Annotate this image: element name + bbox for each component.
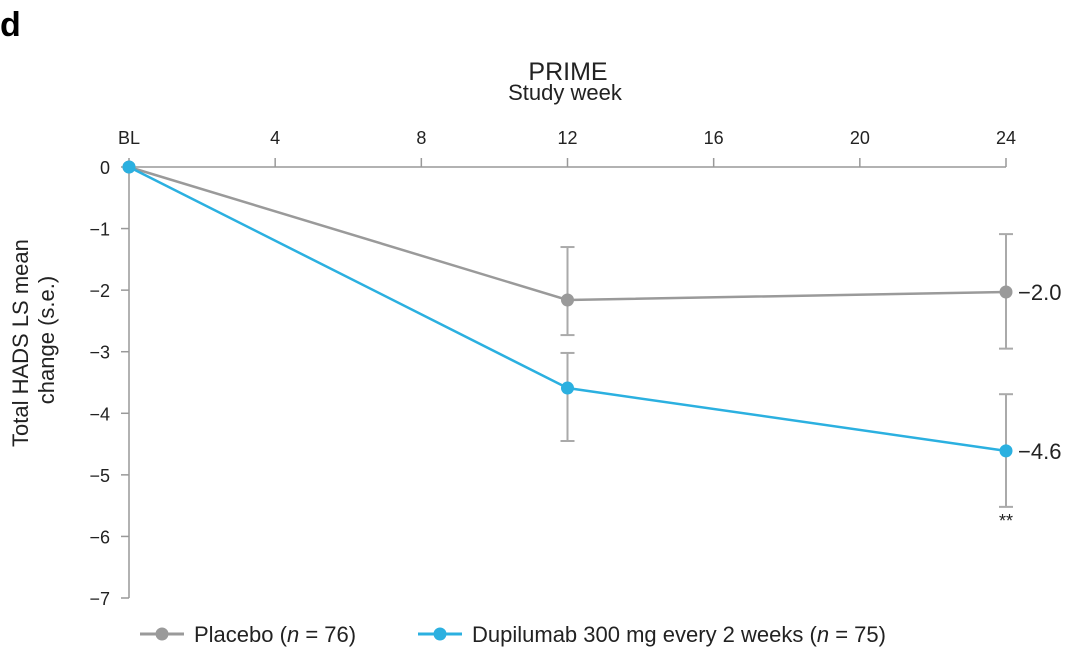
x-tick-label: 12 bbox=[557, 128, 577, 148]
y-axis-label: Total HADS LS mean change (s.e.) bbox=[8, 233, 59, 447]
chart-title: PRIME bbox=[528, 58, 607, 86]
legend-n-value: = 76) bbox=[299, 622, 356, 647]
data-point bbox=[999, 444, 1013, 458]
data-point bbox=[999, 285, 1013, 299]
y-tick-label: −4 bbox=[89, 404, 110, 424]
end-value-label: −2.0 bbox=[1018, 280, 1061, 305]
legend-n-value: = 75) bbox=[829, 622, 886, 647]
y-tick-label: −6 bbox=[89, 527, 110, 547]
legend-item-dupilumab: Dupilumab 300 mg every 2 weeks (n = 75) bbox=[418, 622, 886, 647]
legend-text: Placebo ( bbox=[194, 622, 288, 647]
legend-n: n bbox=[817, 622, 829, 647]
x-axis-label: Study week bbox=[508, 80, 623, 105]
y-axis-label-line2: change (s.e.) bbox=[34, 276, 59, 404]
legend-label: Placebo (n = 76) bbox=[194, 622, 356, 647]
data-point bbox=[561, 293, 574, 307]
legend-text: Dupilumab 300 mg every 2 weeks ( bbox=[472, 622, 817, 647]
x-tick-label: 20 bbox=[850, 128, 870, 148]
series-dupilumab: −4.6 bbox=[122, 160, 1061, 508]
legend-n: n bbox=[287, 622, 299, 647]
y-tick-label: 0 bbox=[100, 158, 110, 178]
y-tick-label: −7 bbox=[89, 589, 110, 609]
panel-label: d bbox=[0, 6, 21, 44]
legend-marker bbox=[155, 627, 169, 641]
y-tick-label: −1 bbox=[89, 220, 110, 240]
x-tick-label: 24 bbox=[996, 128, 1016, 148]
significance-annotation: ** bbox=[999, 511, 1013, 531]
legend-marker bbox=[433, 627, 447, 641]
x-tick-label: 8 bbox=[416, 128, 426, 148]
series-placebo: −2.0 bbox=[122, 160, 1061, 350]
y-tick-label: −5 bbox=[89, 466, 110, 486]
data-point bbox=[122, 160, 136, 174]
data-point bbox=[561, 381, 574, 395]
y-axis-label-line1: Total HADS LS mean bbox=[8, 239, 33, 447]
legend-label: Dupilumab 300 mg every 2 weeks (n = 75) bbox=[472, 622, 886, 647]
y-tick-label: −2 bbox=[89, 281, 110, 301]
end-value-label: −4.6 bbox=[1018, 439, 1061, 464]
y-tick-label: −3 bbox=[89, 343, 110, 363]
x-tick-label: 4 bbox=[270, 128, 280, 148]
x-tick-label: BL bbox=[118, 128, 140, 148]
x-tick-label: 16 bbox=[704, 128, 724, 148]
legend-item-placebo: Placebo (n = 76) bbox=[140, 622, 356, 647]
